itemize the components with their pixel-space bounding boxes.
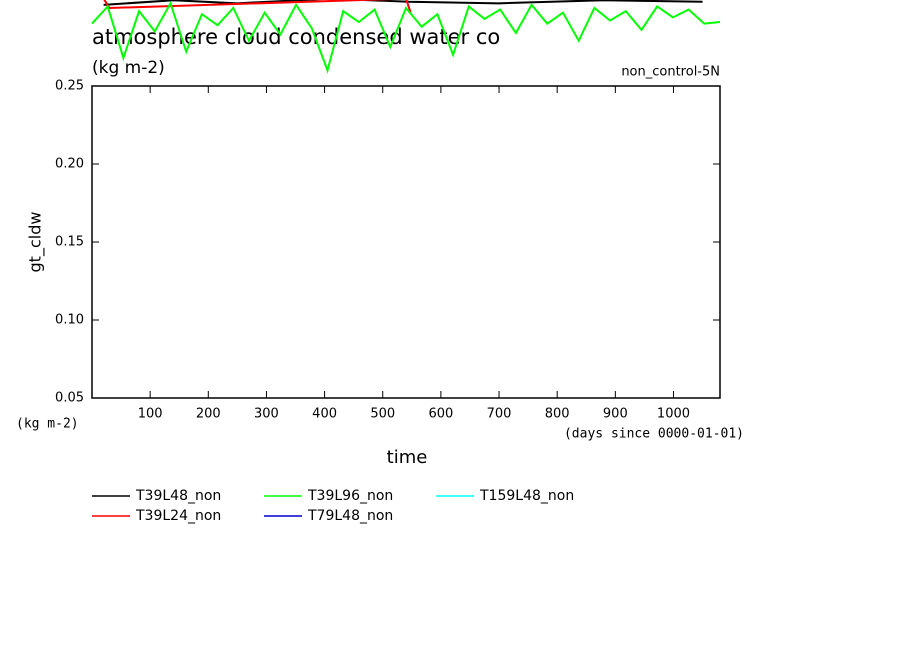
x-tick-label: 300 <box>254 407 279 422</box>
x-tick-label: 100 <box>138 407 163 422</box>
series-line <box>91 0 721 74</box>
y-tick-label: 0.05 <box>55 391 84 406</box>
subtitle: (kg m-2) <box>92 58 165 78</box>
x-tick-label: 200 <box>196 407 221 422</box>
x-unit: (days since 0000-01-01) <box>564 427 744 442</box>
y-tick-label: 0.20 <box>55 157 84 172</box>
chart-title: atmosphere cloud condensed water co <box>92 25 500 49</box>
legend-label: T39L96_non <box>307 488 393 504</box>
annotation: non_control-5N <box>621 65 720 80</box>
x-tick-label: 900 <box>603 407 628 422</box>
y-tick-label: 0.10 <box>55 313 84 328</box>
x-tick-label: 800 <box>545 407 570 422</box>
y-axis-label: gt_cldw <box>26 212 46 273</box>
legend-label: T39L48_non <box>135 488 221 504</box>
y-unit: (kg m-2) <box>16 417 79 432</box>
x-tick-label: 500 <box>370 407 395 422</box>
x-tick-label: 1000 <box>657 407 690 422</box>
x-axis-label: time <box>387 447 428 468</box>
x-tick-label: 700 <box>487 407 512 422</box>
legend-label: T159L48_non <box>479 488 574 504</box>
x-tick-label: 600 <box>428 407 453 422</box>
legend-label: T79L48_non <box>307 508 393 524</box>
y-tick-label: 0.25 <box>55 79 84 94</box>
series-line <box>103 0 412 13</box>
legend-label: T39L24_non <box>135 508 221 524</box>
y-tick-label: 0.15 <box>55 235 84 250</box>
x-tick-label: 400 <box>312 407 337 422</box>
